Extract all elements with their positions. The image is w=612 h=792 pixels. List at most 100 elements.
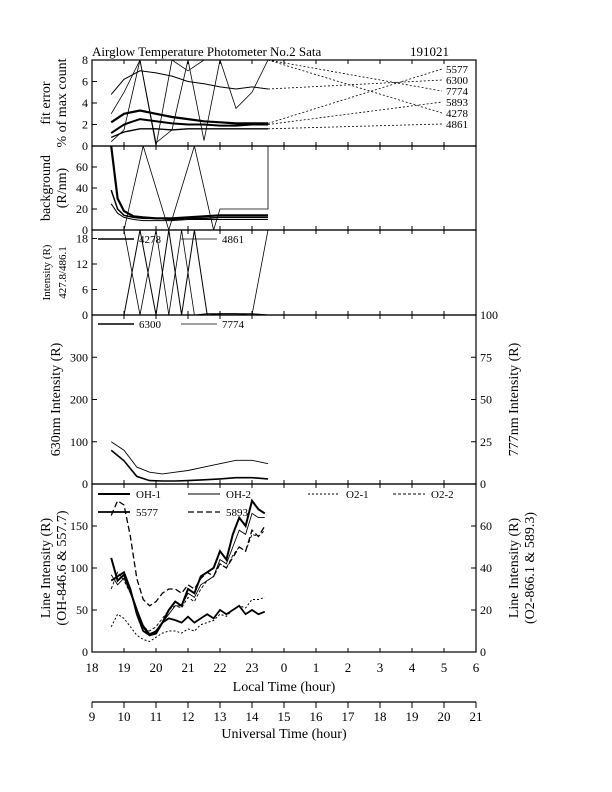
series-line-OH-1 xyxy=(110,498,266,637)
y-tick-label: 100 xyxy=(70,561,88,575)
x-tick-label-ut: 10 xyxy=(118,709,131,724)
x-tick-label-ut: 12 xyxy=(182,709,195,724)
chart-title: Airglow Temperature Photometer No.2 Sata xyxy=(92,44,322,59)
legend-label: 5893 xyxy=(446,97,469,109)
legend-leader xyxy=(267,101,443,125)
legend-label: OH-2 xyxy=(226,489,251,501)
y-axis-label: background xyxy=(39,155,54,221)
series-line-5893 xyxy=(110,118,268,134)
x-tick-label-ut: 15 xyxy=(278,709,291,724)
y-right-tick-label: 0 xyxy=(480,645,486,659)
x-tick-label-local: 2 xyxy=(345,660,352,675)
x-tick-label-ut: 19 xyxy=(406,709,419,724)
y-tick-label: 2 xyxy=(82,118,88,132)
series-line-5577 xyxy=(110,570,266,637)
legend-leader xyxy=(267,123,443,130)
panel-blue-intensity: 0 6 12 18 Intensity (R) 427.8/486.1 4278 4861 xyxy=(41,229,477,322)
y-tick-label: 200 xyxy=(70,393,88,407)
series-line-4861 xyxy=(110,128,268,139)
legend-label: 4278 xyxy=(139,234,162,246)
x-tick-label-local: 21 xyxy=(182,660,195,675)
legend-label: 4861 xyxy=(222,234,244,246)
legend-label: 5893 xyxy=(226,507,249,519)
plot-area xyxy=(110,441,269,482)
y-right-tick-label: 100 xyxy=(480,308,498,322)
legend-leader xyxy=(267,79,443,90)
legend-label: OH-1 xyxy=(136,489,161,501)
series-line-O2-2 xyxy=(110,529,266,632)
series-line-O2-1 xyxy=(110,596,265,643)
x-axis-label-ut: Universal Time (hour) xyxy=(221,727,347,742)
y-tick-label: 40 xyxy=(76,181,88,195)
y-right-tick-label: 0 xyxy=(480,477,486,491)
y-tick-label: 0 xyxy=(82,645,88,659)
y-right-tick-label: 25 xyxy=(480,435,492,449)
y-tick-label: 12 xyxy=(76,257,88,271)
x-tick-label-ut: 11 xyxy=(150,709,163,724)
x-tick-label-local: 20 xyxy=(150,660,163,675)
x-tick-label-ut: 16 xyxy=(310,709,324,724)
y-axis-label: Line Intensity (R) xyxy=(39,518,54,619)
x-tick-label-local: 18 xyxy=(86,660,99,675)
x-tick-label-local: 0 xyxy=(281,660,288,675)
y-tick-label: 0 xyxy=(82,477,88,491)
y-tick-label: 6 xyxy=(82,283,88,297)
y-axis-label: (OH-846.6 & 557.7) xyxy=(55,510,70,625)
legend-label: 4861 xyxy=(446,119,468,131)
x-tick-label-ut: 20 xyxy=(438,709,451,724)
y-right-axis-label: Line Intensity (R) xyxy=(507,518,522,619)
panel-red-intensity: 0 100 200 300 630nm Intensity (R) 0 25 50 75 100 7… xyxy=(49,308,522,491)
x-tick-label-local: 1 xyxy=(313,660,320,675)
x-tick-label-local: 3 xyxy=(377,660,384,675)
y-axis-label: (R/nm) xyxy=(55,167,70,208)
y-tick-label: 8 xyxy=(82,53,88,67)
y-tick-label: 0 xyxy=(82,223,88,237)
panel-frame xyxy=(91,314,477,485)
x-tick-label-local: 4 xyxy=(409,660,416,675)
series-line-5577 xyxy=(110,109,268,125)
legend-label: 5577 xyxy=(446,64,469,76)
y-right-axis-label: 777nm Intensity (R) xyxy=(507,342,522,456)
x-tick-label-ut: 13 xyxy=(214,709,227,724)
x-tick-label-local: 19 xyxy=(118,660,131,675)
y-tick-label: 50 xyxy=(76,603,88,617)
legend-label: 7774 xyxy=(222,319,245,331)
legend-label: 5577 xyxy=(136,507,159,519)
plot-area xyxy=(110,498,266,643)
y-axis-label: 630nm Intensity (R) xyxy=(49,342,64,456)
series-line-4278 xyxy=(110,60,268,144)
y-tick-label: 20 xyxy=(76,202,88,216)
y-tick-label: 150 xyxy=(70,519,88,533)
x-tick-label-local: 6 xyxy=(473,660,480,675)
series-line-6300 xyxy=(110,449,269,482)
y-right-tick-label: 20 xyxy=(480,603,492,617)
y-tick-label: 6 xyxy=(82,75,88,89)
y-tick-label: 0 xyxy=(82,308,88,322)
x-tick-label-local: 5 xyxy=(441,660,448,675)
y-tick-label: 4 xyxy=(82,96,88,110)
legend-label: 7774 xyxy=(446,86,469,98)
y-right-axis-label: (O2-866.1 & 589.3) xyxy=(523,512,538,624)
x-tick-label-local: 23 xyxy=(246,660,259,675)
panel-frame xyxy=(91,59,477,147)
legend-label: 6300 xyxy=(139,319,162,331)
legend-label: 6300 xyxy=(446,75,469,87)
y-axis-label: 427.8/486.1 xyxy=(57,246,69,299)
series-line-7774 xyxy=(110,60,269,146)
y-axis-label: Intensity (R) xyxy=(41,244,53,300)
legend-label: O2-2 xyxy=(431,489,454,501)
legend-leader xyxy=(267,68,443,124)
y-right-tick-label: 60 xyxy=(480,519,492,533)
chart-date: 191021 xyxy=(410,44,449,59)
legend-label: 4278 xyxy=(446,108,469,120)
x-tick-label-ut: 14 xyxy=(246,709,260,724)
y-tick-label: 18 xyxy=(76,232,88,246)
series-line-4278 xyxy=(123,230,269,315)
x-tick-label-ut: 17 xyxy=(342,709,356,724)
panel-background: 0 20 40 60 background (R/nm) xyxy=(39,145,477,237)
x-tick-label-ut: 21 xyxy=(470,709,483,724)
series-line-spikes xyxy=(123,146,269,230)
x-tick-label-local: 22 xyxy=(214,660,227,675)
y-right-tick-label: 75 xyxy=(480,350,492,364)
